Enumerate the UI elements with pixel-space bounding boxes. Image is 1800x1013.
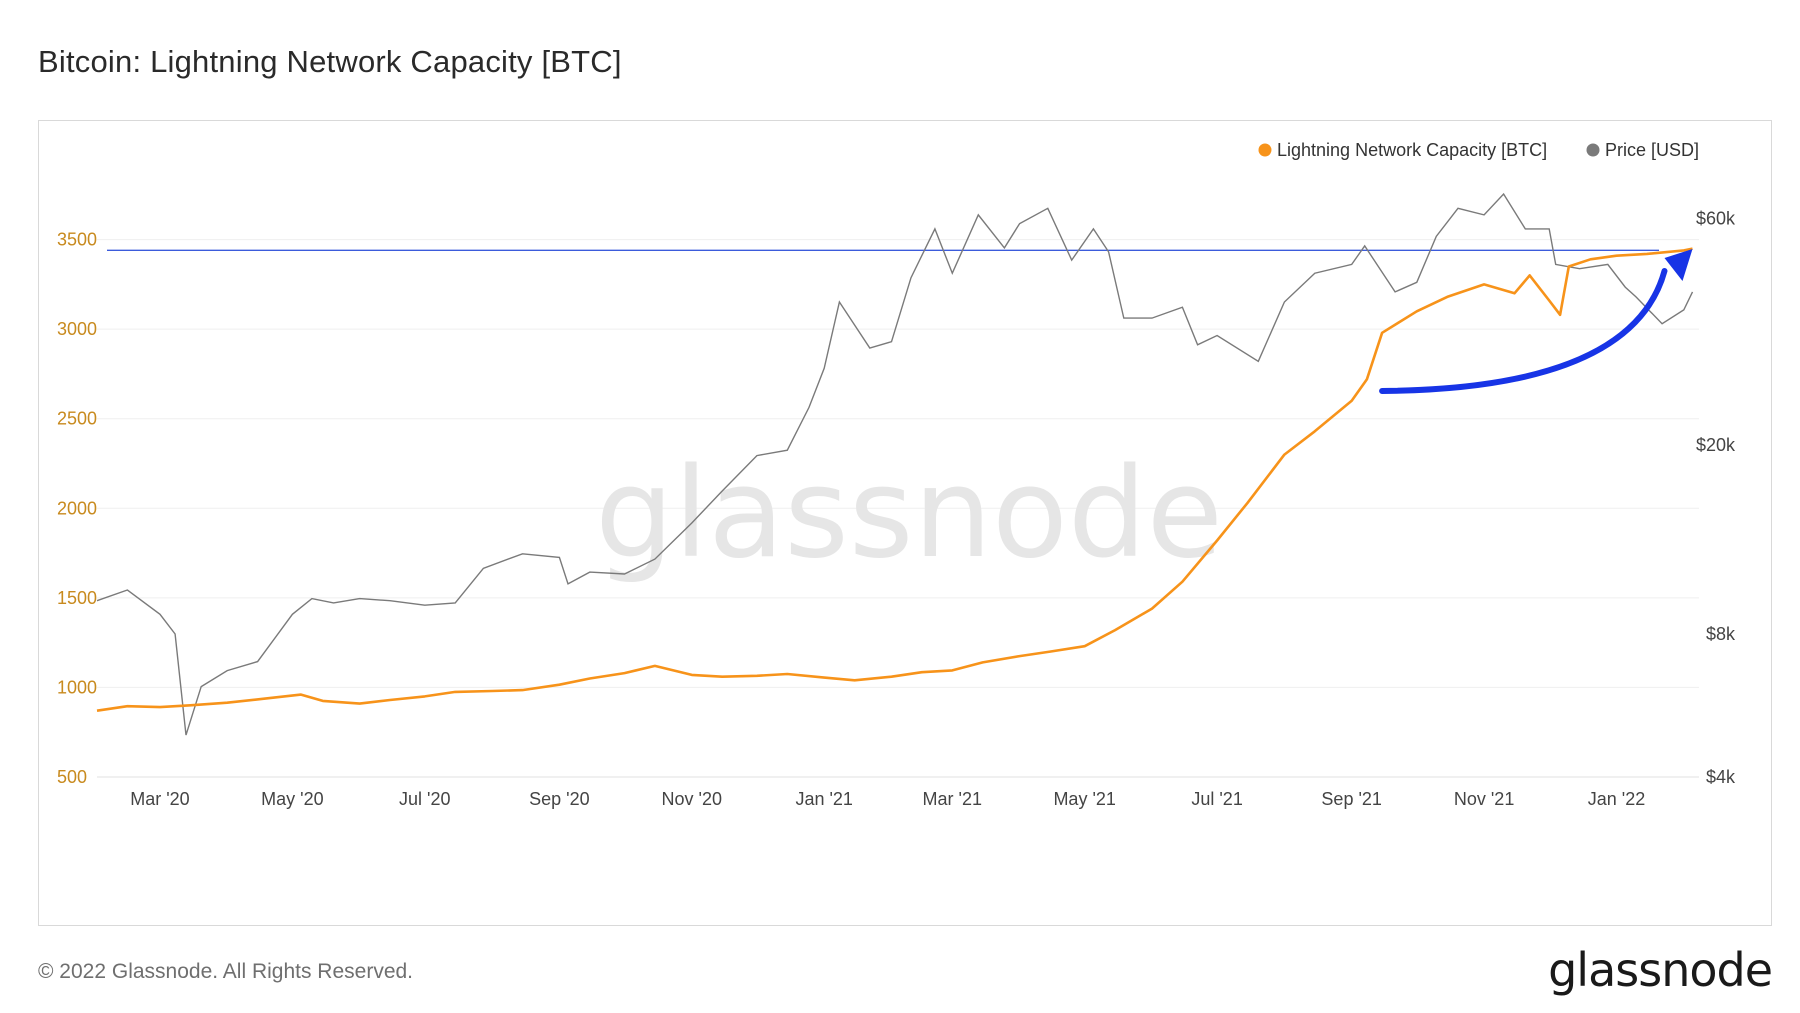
annotation-arrow-shaft (1379, 268, 1668, 394)
legend-capacity-marker (1258, 143, 1272, 157)
y-left-tick-label: 1000 (57, 677, 97, 697)
axes: 500 1000 1500 2000 2500 3000 3500 $4k $8k $20k $60… (57, 208, 1736, 809)
chart-panel: glassnode 500 1000 1500 2000 2500 3000 3500 $4k… (38, 120, 1772, 926)
legend-price-label: Price [USD] (1605, 140, 1699, 160)
chart-canvas: glassnode 500 1000 1500 2000 2500 3000 3500 $4k… (57, 140, 1736, 809)
price-series-line[interactable] (96, 192, 1694, 736)
y-left-tick-label: 2000 (57, 498, 97, 518)
legend-capacity-label: Lightning Network Capacity [BTC] (1277, 140, 1547, 160)
capacity-series-line[interactable] (96, 247, 1693, 712)
x-tick-label: Nov '21 (1454, 789, 1514, 809)
legend-item-capacity[interactable]: Lightning Network Capacity [BTC] (1258, 140, 1548, 160)
legend-item-price[interactable]: Price [USD] (1586, 140, 1700, 160)
x-tick-label: May '21 (1053, 789, 1115, 809)
x-tick-label: May '20 (261, 789, 323, 809)
y-right-tick-label: $4k (1706, 767, 1736, 787)
y-left-tick-label: 1500 (57, 588, 97, 608)
x-tick-label: Mar '21 (923, 789, 982, 809)
y-left-tick-label: 3000 (57, 319, 97, 339)
y-left-tick-label: 500 (57, 767, 87, 787)
y-left-tick-label: 2500 (57, 409, 97, 429)
x-tick-label: Jul '20 (399, 789, 450, 809)
y-left-tick-label: 3500 (57, 230, 97, 250)
legend: Lightning Network Capacity [BTC] Price [… (1258, 140, 1700, 160)
chart-title: Bitcoin: Lightning Network Capacity [BTC… (38, 44, 622, 79)
x-tick-label: Jan '21 (795, 789, 852, 809)
footer-copyright: © 2022 Glassnode. All Rights Reserved. (38, 960, 414, 983)
x-tick-label: Mar '20 (130, 789, 189, 809)
y-right-tick-label: $8k (1706, 624, 1736, 644)
x-tick-label: Nov '20 (662, 789, 722, 809)
x-tick-label: Jul '21 (1191, 789, 1242, 809)
watermark: glassnode (595, 442, 1223, 586)
y-right-tick-label: $20k (1696, 435, 1736, 455)
gridlines (97, 239, 1699, 778)
x-tick-label: Sep '21 (1321, 789, 1382, 809)
annotation-arrow (1379, 249, 1693, 394)
y-right-tick-label: $60k (1696, 208, 1736, 228)
annotation-arrow-head (1664, 249, 1693, 281)
x-tick-label: Jan '22 (1588, 789, 1645, 809)
x-tick-label: Sep '20 (529, 789, 590, 809)
footer-logo: glassnode (1548, 943, 1773, 997)
legend-price-marker (1586, 143, 1600, 157)
